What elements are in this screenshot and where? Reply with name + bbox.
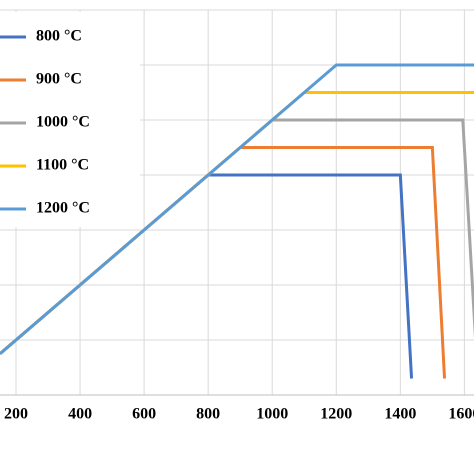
legend-label: 1100 °C <box>36 157 89 174</box>
x-tick-label: 600 <box>132 406 156 423</box>
x-tick-label: 1600 <box>448 406 474 423</box>
legend-box <box>0 12 140 227</box>
x-tick-label: 1400 <box>384 406 416 423</box>
legend-label: 1200 °C <box>36 200 90 217</box>
x-tick-label: 1000 <box>256 406 288 423</box>
x-tick-label: 200 <box>4 406 28 423</box>
x-tick-label: 1200 <box>320 406 352 423</box>
legend-label: 900 °C <box>36 71 82 88</box>
x-tick-label: 800 <box>196 406 220 423</box>
legend-label: 1000 °C <box>36 114 90 131</box>
series-line <box>0 63 474 355</box>
legend-label: 800 °C <box>36 28 82 45</box>
x-tick-label: 400 <box>68 406 92 423</box>
